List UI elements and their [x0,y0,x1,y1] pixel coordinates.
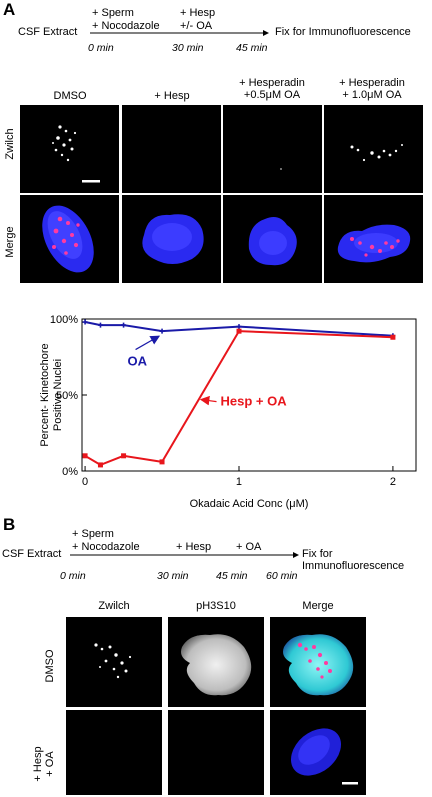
x-tick-label: 0 [82,476,88,488]
x-axis-label: Okadaic Acid Conc (μM) [190,498,309,510]
scale-bar [342,782,358,785]
data-point [236,324,242,330]
data-point [236,328,242,334]
micrograph-b-hesp-merge [270,710,366,795]
x-tick-label: 1 [236,476,242,488]
y-tick-label: 100% [50,314,78,326]
series-line-1 [84,330,393,467]
panel-a-letter: A [3,0,16,19]
timeline-a-step2-line2: +/- OA [180,20,213,32]
micrograph-b-dmso-zwilch [66,617,162,707]
micrograph-b-dmso-merge [270,617,366,707]
data-point [390,334,396,340]
timeline-b-step3: + OA [236,541,262,553]
micrograph-a-zwilch-hesp-10oa [324,105,423,193]
row-b-dmso: DMSO [44,649,56,683]
y-axis-label: Percent- KinetochorePositive Nuclei [39,343,64,446]
timeline-b-step1-line1: + Sperm [72,528,114,540]
micrograph-a-merge-hesp-10oa [324,195,423,283]
timeline-a-step2-line1: + Hesp [180,7,216,19]
timeline-b-start: CSF Extract [2,548,62,560]
data-point [159,459,165,465]
row-a-merge: Merge [4,226,16,258]
timeline-a-step1-line1: + Sperm [92,7,134,19]
col-a-hesp: + Hesp [154,90,190,102]
data-point [121,322,127,328]
timeline-b-time-0: 0 min [60,570,86,582]
data-point [97,462,103,468]
col-a-hesp-10oa: + Hesperadin + 1.0μM OA [339,77,405,101]
timeline-a-arrows [90,30,269,36]
col-a-hesp-05oa: + Hesperadin +0.5μM OA [239,77,305,101]
timeline-a-start: CSF Extract [18,26,78,38]
col-b-zwilch: Zwilch [98,600,130,612]
timeline-b-step2: + Hesp [176,541,212,553]
micrograph-a-zwilch-hesp-05oa [223,105,322,193]
timeline-b-time-60: 60 min [266,570,298,582]
hesp-oa-callout-label: Hesp + OA [221,394,288,409]
micrograph-b-dmso-ph3s10 [168,617,264,707]
y-tick-label: 0% [62,466,78,478]
timeline-a-time-45: 45 min [236,42,268,54]
micrograph-b-hesp-ph3s10 [168,710,264,795]
timeline-b-end: Fix for Immunofluorescence [302,548,405,572]
micrograph-a-zwilch-dmso [20,105,119,193]
micrograph-b-hesp-zwilch [66,710,162,795]
series-line-0 [84,321,393,337]
timeline-a-step1-line2: + Nocodazole [92,20,160,32]
panel-b-letter: B [3,515,16,534]
timeline-a-end: Fix for Immunofluorescence [275,26,411,38]
y-tick-label: 50% [56,390,78,402]
micrograph-a-merge-hesp [122,195,221,283]
hesp-oa-callout-arrow [199,395,217,406]
micrograph-a-zwilch-hesp [122,105,221,193]
col-b-ph3s10: pH3S10 [196,600,236,612]
col-b-merge: Merge [302,600,334,612]
x-tick-label: 2 [390,476,396,488]
col-a-dmso: DMSO [53,90,87,102]
data-point [159,328,165,334]
oa-callout-arrow [135,335,161,351]
timeline-a-time-0: 0 min [88,42,114,54]
row-a-zwilch: Zwilch [4,128,16,160]
timeline-b-time-30: 30 min [157,570,189,582]
timeline-a-time-30: 30 min [172,42,204,54]
oa-callout-label: OA [128,354,148,369]
data-point [82,453,88,459]
micrograph-a-merge-hesp-05oa [223,195,322,283]
data-point [121,453,127,459]
data-point [82,319,88,325]
data-point [97,322,103,328]
timeline-b-arrows [70,552,299,558]
scale-bar [82,180,100,183]
okadaic-acid-chart: 0% 50% 100% 0 1 2 Okadaic Acid Conc (μM) Perce… [39,314,417,510]
timeline-b-step1-line2: + Nocodazole [72,541,140,553]
micrograph-a-merge-dmso [20,195,119,283]
row-b-hesp-oa: + Hesp + OA [32,746,56,782]
timeline-b-time-45: 45 min [216,570,248,582]
